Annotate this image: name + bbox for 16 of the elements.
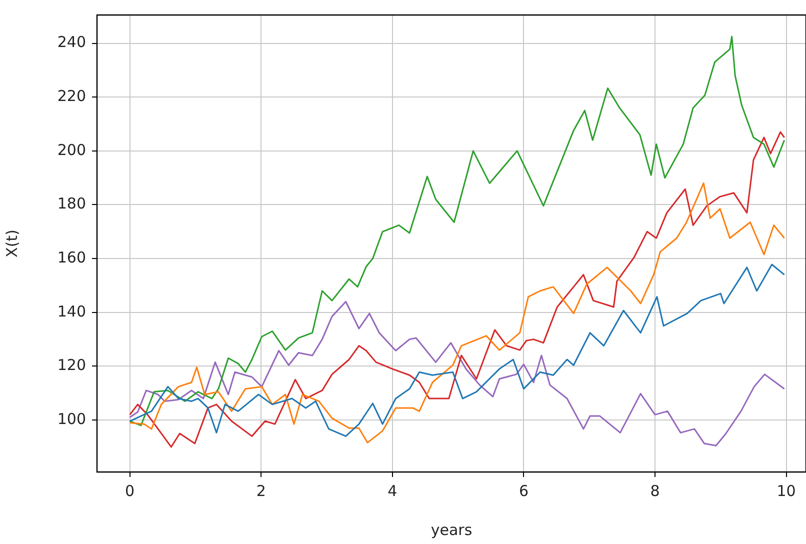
x-tick-label: 0 bbox=[125, 482, 135, 500]
x-tick-label: 6 bbox=[518, 482, 528, 500]
y-tick-label: 120 bbox=[57, 356, 86, 374]
x-axis-title: years bbox=[430, 520, 472, 539]
y-axis-title: X(t) bbox=[2, 230, 21, 258]
y-tick-label: 240 bbox=[57, 33, 86, 52]
y-tick-label: 140 bbox=[57, 302, 86, 320]
x-tick-label: 4 bbox=[388, 482, 398, 500]
y-tick-label: 160 bbox=[57, 248, 86, 266]
y-tick-label: 180 bbox=[57, 194, 86, 213]
x-tick-label: 10 bbox=[776, 482, 796, 500]
x-tick-label: 2 bbox=[256, 482, 266, 500]
y-tick-label: 200 bbox=[57, 140, 86, 159]
y-tick-label: 100 bbox=[57, 410, 86, 428]
x-tick-label: 8 bbox=[650, 482, 660, 500]
y-tick-label: 220 bbox=[57, 86, 86, 105]
